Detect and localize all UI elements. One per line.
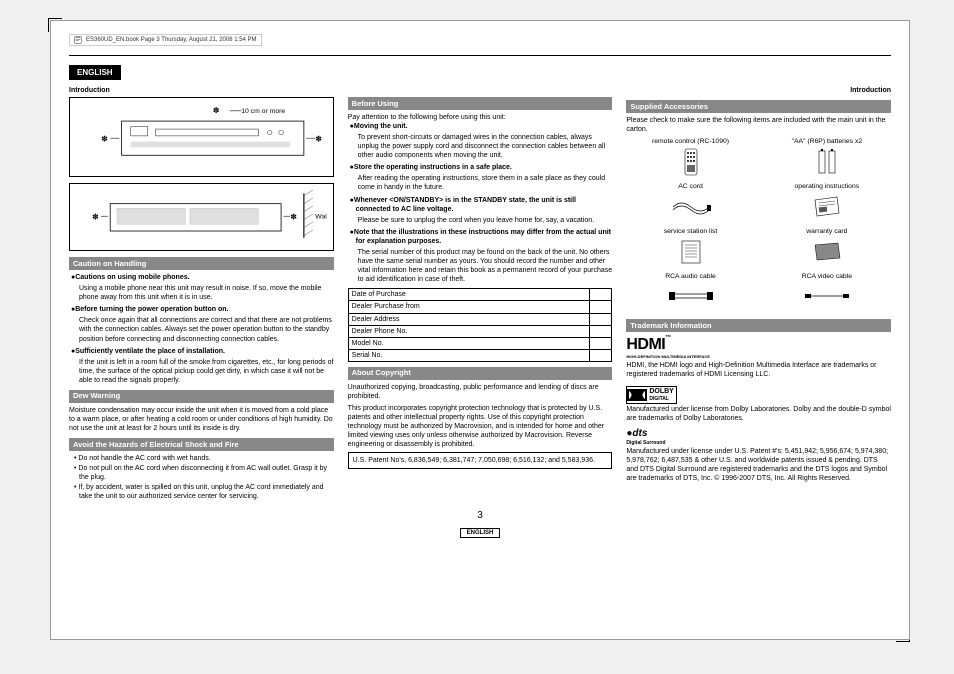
caution-handling-bar: Caution on Handling [69,257,334,270]
dolby-text: Manufactured under license from Dolby La… [626,405,891,423]
top-rule [69,55,891,56]
svg-text:✽: ✽ [101,135,108,144]
rca-audio-icon [669,289,713,303]
table-row: Dealer Address [348,313,589,325]
column-1: Introduction ✽ 10 cm or more ✽ ✽ [69,86,334,502]
acc-label: remote control (RC-1090) [626,138,754,147]
book-tag-text: ES360UD_EN.book Page 3 Thursday, August … [86,37,257,43]
trademark-bar: Trademark Information [626,319,891,332]
book-icon [74,36,82,44]
copyright-text-2: This product incorporates copyright prot… [348,404,613,449]
acc-rca-audio: RCA audio cable [626,273,754,314]
page-footer: 3 ENGLISH [69,510,891,539]
standby-note: ●Whenever <ON/STANDBY> is in the STANDBY… [348,196,613,214]
manual-page: ES360UD_EN.book Page 3 Thursday, August … [50,20,910,640]
hazards-bar: Avoid the Hazards of Electrical Shock an… [69,438,334,451]
remote-icon [684,148,698,176]
acc-label: RCA audio cable [626,273,754,282]
cord-icon [671,197,711,217]
svg-text:✽: ✽ [315,135,322,144]
acc-instructions: operating instructions [763,183,891,224]
clearance-diagram-side: Wall ✽ ✽ [69,183,334,251]
haz-2: • Do not pull on the AC cord when discon… [69,464,334,482]
manual-icon [813,196,841,218]
patent-box: U.S. Patent No's, 6,836,549; 6,381,747; … [348,452,613,469]
acc-label: RCA video cable [763,273,891,282]
acc-label: "AA" (R6P) batteries x2 [763,138,891,147]
accessories-grid: remote control (RC-1090) "AA" (R6P) batt… [626,138,891,313]
acc-batteries: "AA" (R6P) batteries x2 [763,138,891,179]
list-icon [680,239,702,265]
rca-video-icon [805,291,849,301]
acc-ac-cord: AC cord [626,183,754,224]
mobile-caution-text: Using a mobile phone near this unit may … [69,284,334,302]
dts-text: Manufactured under license under U.S. Pa… [626,447,891,483]
unit-top-view: ✽ 10 cm or more ✽ ✽ [76,104,327,167]
hdmi-logo: HDMI™HIGH-DEFINITION MULTIMEDIA INTERFAC… [626,335,891,359]
footer-language: ENGLISH [460,528,501,538]
dew-warning-bar: Dew Warning [69,390,334,403]
content-columns: Introduction ✽ 10 cm or more ✽ ✽ [69,86,891,502]
acc-label: operating instructions [763,183,891,192]
page-number: 3 [69,510,891,521]
clearance-label: 10 cm or more [241,108,285,115]
power-caution-text: Check once again that all connections ar… [69,316,334,343]
supplied-intro: Please check to make sure the following … [626,116,891,134]
acc-rca-video: RCA video cable [763,273,891,314]
mobile-caution: ●Cautions on using mobile phones. [69,273,334,282]
table-row: Date of Purchase [348,289,589,301]
haz-3: • If, by accident, water is spilled on t… [69,483,334,501]
acc-label: AC cord [626,183,754,192]
table-row: Serial No. [348,349,589,361]
batteries-icon [817,148,837,176]
table-row: Dealer Phone No. [348,325,589,337]
vent-caution-text: If the unit is left in a room full of th… [69,358,334,385]
svg-text:✽: ✽ [213,106,220,115]
dolby-logo: DOLBYDIGITAL [626,386,677,404]
hdmi-text: HDMI, the HDMI logo and High-Definition … [626,361,891,379]
move-unit-text: To prevent short-circuits or damaged wir… [348,133,613,160]
wall-label: Wall [315,213,326,220]
power-caution: ●Before turning the power operation butt… [69,305,334,314]
table-row: Model No. [348,337,589,349]
copyright-text-1: Unauthorized copying, broadcasting, publ… [348,383,613,401]
before-using-bar: Before Using [348,97,613,110]
store-instructions-text: After reading the operating instructions… [348,174,613,192]
vent-caution: ●Sufficiently ventilate the place of ins… [69,347,334,356]
store-instructions: ●Store the operating instructions in a s… [348,163,613,172]
purchase-record-table: Date of Purchase Dealer Purchase from De… [348,288,613,362]
illustration-note: ●Note that the illustrations in these in… [348,228,613,246]
before-using-intro: Pay attention to the following before us… [348,113,613,122]
intro-heading-left: Introduction [69,86,334,95]
svg-text:✽: ✽ [92,212,99,221]
acc-label: service station list [626,228,754,237]
unit-side-view: Wall ✽ ✽ [76,190,327,241]
language-tab: ENGLISH [69,65,121,80]
haz-1: • Do not handle the AC cord with wet han… [69,454,334,463]
card-icon [812,241,842,263]
copyright-bar: About Copyright [348,367,613,380]
serial-text: The serial number of this product may be… [348,248,613,284]
acc-warranty: warranty card [763,228,891,269]
intro-heading-right: Introduction [626,86,891,95]
column-3: Introduction Supplied Accessories Please… [626,86,891,502]
acc-label: warranty card [763,228,891,237]
supplied-bar: Supplied Accessories [626,100,891,113]
dew-text: Moisture condensation may occur inside t… [69,406,334,433]
move-unit: ●Moving the unit. [348,122,613,131]
column-2: Before Using Pay attention to the follow… [348,86,613,502]
standby-note-text: Please be sure to unplug the cord when y… [348,216,613,225]
acc-service-list: service station list [626,228,754,269]
acc-remote: remote control (RC-1090) [626,138,754,179]
book-metadata-tag: ES360UD_EN.book Page 3 Thursday, August … [69,34,262,46]
table-row: Dealer Purchase from [348,301,589,313]
clearance-diagram-top: ✽ 10 cm or more ✽ ✽ [69,97,334,177]
dts-logo: ●dtsDigital Surround [626,427,891,447]
svg-text:✽: ✽ [290,212,297,221]
